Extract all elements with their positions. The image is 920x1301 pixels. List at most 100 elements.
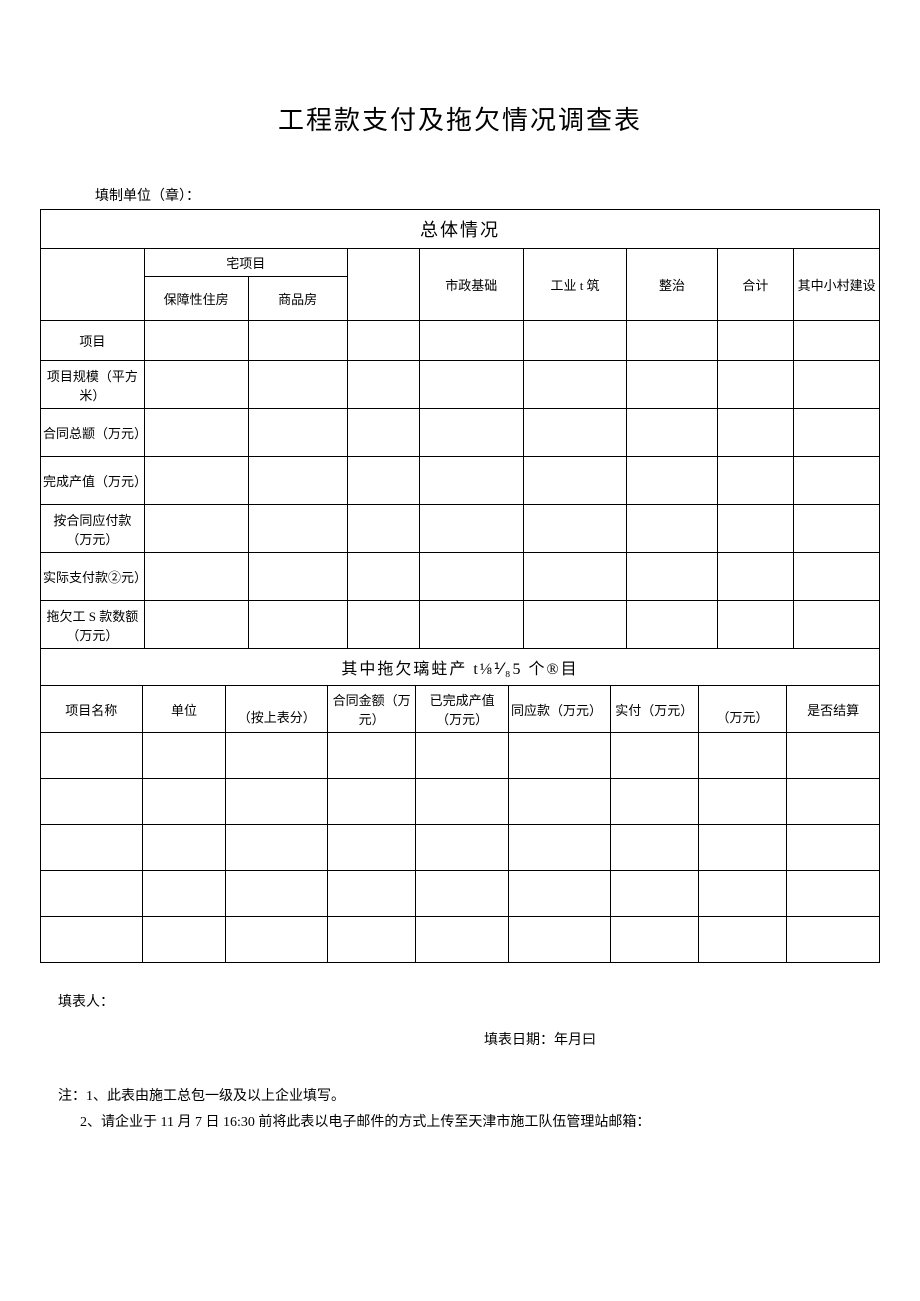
cell: [787, 917, 880, 963]
cell: [698, 779, 786, 825]
table-row: [41, 871, 880, 917]
cell: [419, 409, 523, 457]
table-row: 完成产值（万元）: [41, 457, 880, 505]
cell: [787, 825, 880, 871]
cell: [142, 917, 226, 963]
cell: [627, 601, 717, 649]
cell: [610, 825, 698, 871]
cell: [794, 457, 880, 505]
cell: [523, 553, 627, 601]
cell: [627, 409, 717, 457]
cell: [698, 733, 786, 779]
cell: [419, 505, 523, 553]
cell: [509, 917, 611, 963]
cell: [610, 871, 698, 917]
unit-label: 填制单位（章）：: [95, 185, 880, 205]
cell: [248, 505, 347, 553]
cell: [419, 553, 523, 601]
cell: [787, 871, 880, 917]
cell: [248, 321, 347, 361]
cell: [41, 917, 143, 963]
table-row: 拖欠工 S 款数额（万元）: [41, 601, 880, 649]
cell: [523, 409, 627, 457]
row-label: 合同总颛（万元）: [41, 409, 145, 457]
col-contract-amt: 合同金额（万元）: [328, 686, 416, 733]
row-label: 项目规模（平方米）: [41, 361, 145, 409]
blank-corner: [41, 249, 145, 321]
cell: [347, 601, 419, 649]
row-label: 完成产值（万元）: [41, 457, 145, 505]
cell: [509, 871, 611, 917]
cell: [142, 733, 226, 779]
cell: [627, 361, 717, 409]
note-1: 注：1、此表由施工总包一级及以上企业填写。: [58, 1085, 880, 1105]
row-label: 拖欠工 S 款数额（万元）: [41, 601, 145, 649]
col-house-b: 商品房: [248, 277, 347, 321]
note-2: 2、请企业于 11 月 7 日 16:30 前将此表以电子邮件的方式上传至天津市…: [80, 1111, 880, 1131]
cell: [787, 733, 880, 779]
cell: [509, 825, 611, 871]
cell: [416, 779, 509, 825]
cell: [698, 917, 786, 963]
table-row: [41, 779, 880, 825]
cell: [226, 825, 328, 871]
table-row: [41, 825, 880, 871]
section-header-row-2: 其中拖欠璃蛀产 t⅛⅟₈5 个®目: [41, 649, 880, 686]
cell: [717, 321, 794, 361]
cell: [347, 457, 419, 505]
cell: [248, 361, 347, 409]
table-row: 实际支付款②元）: [41, 553, 880, 601]
cell: [698, 825, 786, 871]
cell: [144, 409, 248, 457]
cell: [523, 361, 627, 409]
cell: [717, 553, 794, 601]
col-house-a: 保障性住房: [144, 277, 248, 321]
cell: [610, 917, 698, 963]
cell: [419, 321, 523, 361]
cell: [794, 505, 880, 553]
cell: [144, 601, 248, 649]
cell: [347, 409, 419, 457]
cell: [523, 601, 627, 649]
cell: [226, 779, 328, 825]
cell: [142, 825, 226, 871]
col-settled: 是否结算: [787, 686, 880, 733]
cell: [794, 601, 880, 649]
cell: [248, 409, 347, 457]
cell: [144, 321, 248, 361]
col-total: 合计: [717, 249, 794, 321]
cell: [523, 505, 627, 553]
col-project-name: 项目名称: [41, 686, 143, 733]
cell: [717, 505, 794, 553]
footer: 填表人： 填表日期：年月曰 注：1、此表由施工总包一级及以上企业填写。 2、请企…: [40, 991, 880, 1131]
page-title: 工程款支付及拖欠情况调查表: [40, 100, 880, 137]
table-row: 按合同应付款（万元）: [41, 505, 880, 553]
cell: [144, 505, 248, 553]
cell: [328, 871, 416, 917]
cell: [328, 733, 416, 779]
detail-table: 项目名称 单位 （按上表分） 合同金额（万元） 已完成产值（万元） 同应款（万元…: [40, 686, 880, 963]
cell: [416, 825, 509, 871]
cell: [226, 917, 328, 963]
cell: [416, 871, 509, 917]
cell: [627, 553, 717, 601]
cell: [717, 457, 794, 505]
detail-header: 其中拖欠璃蛀产 t⅛⅟₈5 个®目: [41, 649, 880, 686]
cell: [347, 505, 419, 553]
col-village: 其中小村建设: [794, 249, 880, 321]
cell: [717, 409, 794, 457]
cell: [627, 321, 717, 361]
cell: [698, 871, 786, 917]
col-category: （按上表分）: [226, 686, 328, 733]
cell: [610, 779, 698, 825]
table-row: [41, 917, 880, 963]
cell: [419, 457, 523, 505]
cell: [419, 361, 523, 409]
cell: [787, 779, 880, 825]
cell: [41, 733, 143, 779]
col-industrial: 工业 t 筑: [523, 249, 627, 321]
col-house-group: 宅项目: [144, 249, 347, 277]
cell: [509, 733, 611, 779]
cell: [144, 457, 248, 505]
cell: [142, 779, 226, 825]
